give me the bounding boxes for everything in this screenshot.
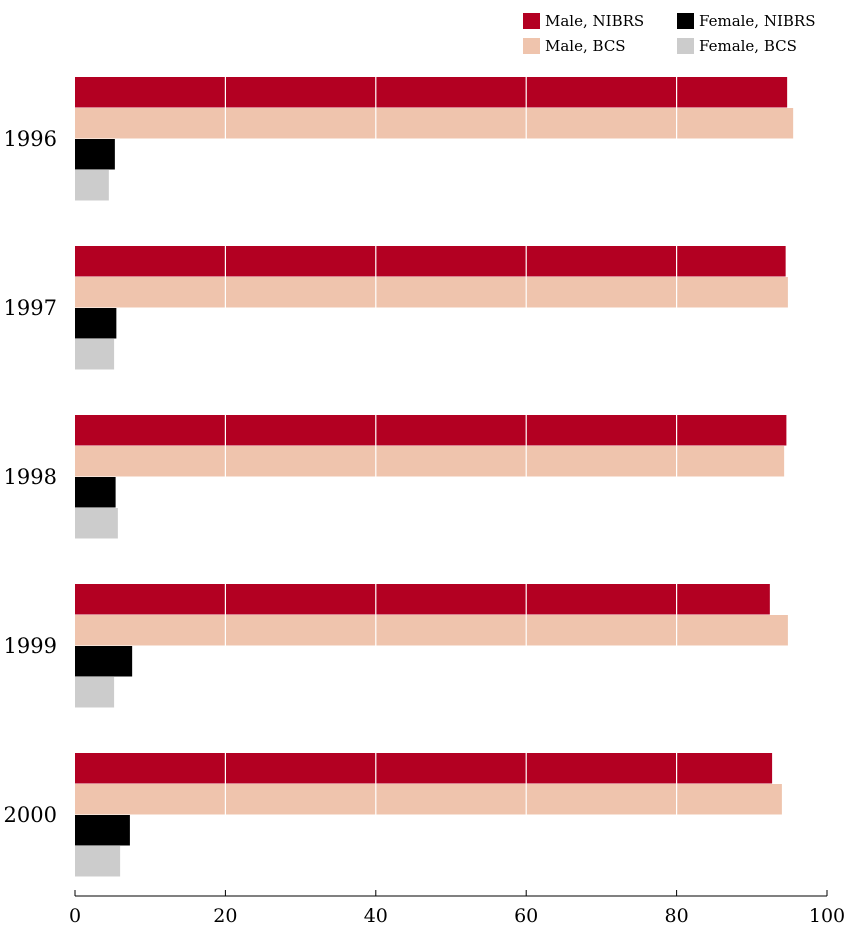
bar-male-bcs-2000 [75, 784, 782, 815]
legend-swatch-female-nibrs [677, 13, 694, 29]
bar-male-nibrs-1997 [75, 246, 786, 277]
legend-label-male-nibrs: Male, NIBRS [545, 12, 644, 30]
category-label-1997: 1997 [4, 296, 57, 320]
bar-female-nibrs-1997 [75, 308, 117, 339]
x-tick-label-100: 100 [809, 905, 845, 925]
legend-swatch-female-bcs [677, 38, 694, 54]
x-tick-label-20: 20 [213, 905, 237, 925]
legend-label-male-bcs: Male, BCS [545, 37, 626, 55]
bar-female-bcs-1998 [75, 508, 118, 539]
x-tick-label-80: 80 [665, 905, 689, 925]
bar-female-bcs-1996 [75, 170, 109, 201]
bar-female-bcs-1999 [75, 677, 115, 708]
bar-female-nibrs-1998 [75, 477, 116, 508]
legend-swatch-male-nibrs [523, 13, 540, 29]
bar-male-bcs-1999 [75, 615, 788, 646]
x-axis: 0 20 40 60 80 100 [69, 890, 845, 925]
bar-male-bcs-1997 [75, 277, 788, 308]
gridlines [224, 76, 678, 877]
bar-male-nibrs-2000 [75, 753, 773, 784]
legend-label-female-bcs: Female, BCS [699, 37, 797, 55]
bar-female-nibrs-1996 [75, 139, 115, 170]
category-label-1999: 1999 [4, 634, 57, 658]
bar-male-nibrs-1999 [75, 584, 770, 615]
bar-male-bcs-1998 [75, 446, 785, 477]
x-tick-label-40: 40 [364, 905, 388, 925]
legend-swatch-male-bcs [523, 38, 540, 54]
bar-female-bcs-1997 [75, 339, 115, 370]
category-label-1998: 1998 [4, 465, 57, 489]
legend: Male, NIBRS Female, NIBRS Male, BCS Female,… [523, 12, 815, 55]
bar-female-bcs-2000 [75, 846, 121, 877]
category-label-2000: 2000 [4, 803, 57, 827]
bar-male-bcs-1996 [75, 108, 794, 139]
category-label-1996: 1996 [4, 127, 57, 151]
bar-female-nibrs-1999 [75, 646, 133, 677]
legend-label-female-nibrs: Female, NIBRS [699, 12, 815, 30]
bars-group [75, 77, 794, 877]
bar-male-nibrs-1996 [75, 77, 788, 108]
x-tick-label-60: 60 [514, 905, 538, 925]
bar-male-nibrs-1998 [75, 415, 787, 446]
x-tick-label-0: 0 [69, 905, 81, 925]
category-labels: 1996 1997 1998 1999 2000 [4, 127, 57, 827]
bar-female-nibrs-2000 [75, 815, 130, 846]
